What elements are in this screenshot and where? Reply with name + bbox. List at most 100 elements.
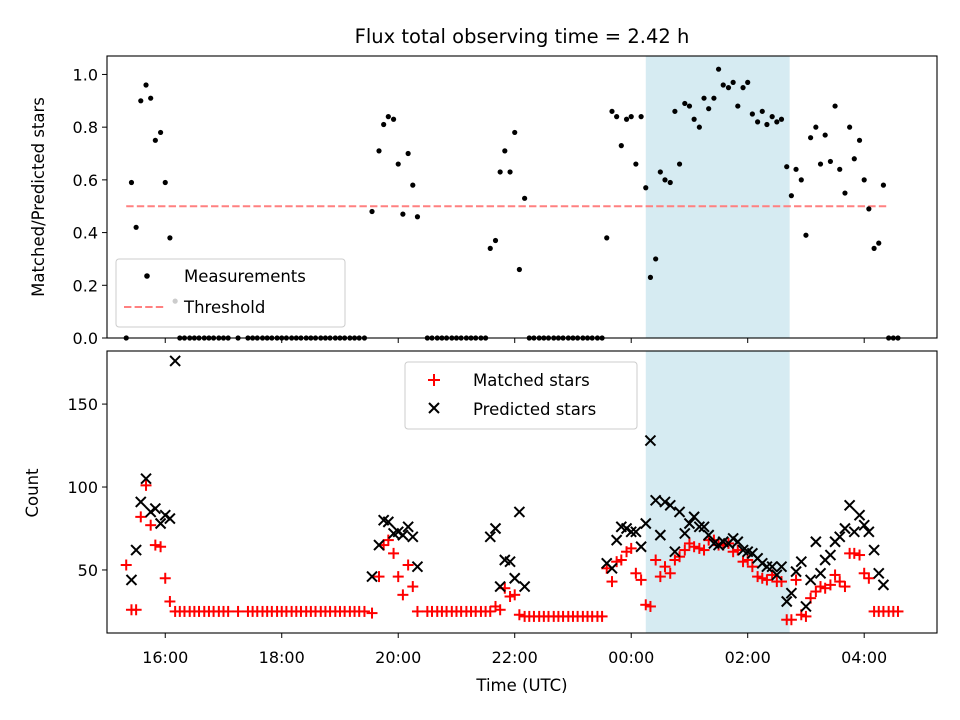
matched-point <box>159 572 171 584</box>
predicted-point <box>659 496 671 508</box>
legend-measurements-label: Measurements <box>184 267 306 286</box>
measurement-point <box>866 206 872 212</box>
x-tick-label: 04:00 <box>841 648 887 667</box>
predicted-point <box>625 526 637 538</box>
measurement-point <box>749 111 755 117</box>
measurement-point <box>720 82 726 88</box>
predicted-point <box>702 529 715 541</box>
measurement-point <box>715 66 722 72</box>
predicted-point <box>790 565 802 578</box>
measurement-point <box>376 148 382 154</box>
measurement-point <box>633 161 639 167</box>
predicted-point <box>679 527 691 540</box>
predicted-point <box>644 434 657 447</box>
predicted-point <box>853 509 866 521</box>
predicted-point <box>664 499 676 511</box>
bottom-axes-frame <box>106 350 938 634</box>
x-axis-label: Time (UTC) <box>475 676 567 695</box>
top-y-tick-label: 0.2 <box>73 276 98 295</box>
top-axes-frame <box>106 55 938 339</box>
matched-point <box>698 544 710 556</box>
predicted-point <box>397 529 409 541</box>
top-x-ticks <box>164 338 865 343</box>
measurement-point <box>745 79 751 85</box>
top-highlight-span <box>645 56 790 338</box>
measurement-point <box>502 148 508 154</box>
measurement-point <box>167 235 173 241</box>
measurement-point <box>385 114 391 120</box>
measurement-point <box>507 169 513 175</box>
top-y-tick-label: 0.6 <box>73 171 98 190</box>
measurement-point <box>618 143 624 149</box>
predicted-point <box>494 580 506 593</box>
predicted-stars-series <box>125 355 890 613</box>
measurement-point <box>672 108 678 114</box>
predicted-point <box>785 587 798 599</box>
matched-point <box>373 571 385 583</box>
measurement-point <box>691 116 697 122</box>
measurement-point <box>764 121 770 128</box>
predicted-point <box>164 512 176 525</box>
measurement-point <box>604 235 610 241</box>
matched-point <box>397 589 409 601</box>
measurement-point <box>861 177 867 183</box>
matched-point <box>140 479 152 491</box>
predicted-point <box>848 526 860 538</box>
predicted-point <box>610 534 623 546</box>
measurement-point <box>638 114 644 120</box>
predicted-point <box>814 567 827 579</box>
x-tick-label: 20:00 <box>375 648 421 667</box>
matched-point <box>625 542 637 554</box>
measurement-point <box>676 161 683 167</box>
x-tick-label: 00:00 <box>608 648 654 667</box>
predicted-point <box>810 536 822 548</box>
measurement-point <box>628 114 634 120</box>
matched-point <box>392 571 404 583</box>
measurement-point <box>808 135 814 141</box>
measurement-point <box>842 190 848 196</box>
measurement-point <box>395 161 401 167</box>
matched-point <box>513 609 525 621</box>
predicted-point <box>673 506 686 518</box>
matched-point <box>650 554 662 566</box>
measurement-point <box>880 182 887 188</box>
predicted-point <box>795 555 807 568</box>
predicted-point <box>649 494 662 507</box>
measurement-point <box>157 129 164 136</box>
predicted-point <box>606 562 618 575</box>
measurement-point <box>778 116 785 122</box>
measurement-point <box>696 124 702 130</box>
measurement-point <box>851 156 857 162</box>
legend-measurements-marker <box>144 273 150 279</box>
matched-point <box>854 549 866 561</box>
measurement-point <box>497 169 503 175</box>
measurement-point <box>682 100 688 107</box>
matched-point <box>366 607 378 619</box>
measurement-point <box>653 256 659 262</box>
predicted-point <box>843 499 856 511</box>
matched-point <box>130 604 142 616</box>
measurement-point <box>856 137 863 143</box>
predicted-point <box>640 517 652 530</box>
matched-point <box>615 554 627 566</box>
measurement-point <box>152 137 158 143</box>
measurement-point <box>837 166 843 172</box>
measurement-point <box>647 274 654 280</box>
predicted-point <box>489 522 502 535</box>
measurement-point <box>390 116 397 122</box>
matched-point <box>848 547 860 559</box>
predicted-point <box>373 539 385 551</box>
matched-point <box>630 567 642 579</box>
x-tick-label: 18:00 <box>259 648 305 667</box>
predicted-point <box>698 521 710 533</box>
x-tick-label: 02:00 <box>725 648 771 667</box>
predicted-point <box>130 544 142 556</box>
bottom-legend: Matched stars Predicted stars <box>404 361 638 430</box>
measurement-point <box>662 177 668 183</box>
matched-point <box>775 576 787 588</box>
top-y-tick-label: 0.0 <box>73 329 98 348</box>
matched-point <box>679 544 691 556</box>
matched-point <box>839 581 851 593</box>
predicted-point <box>761 560 773 573</box>
